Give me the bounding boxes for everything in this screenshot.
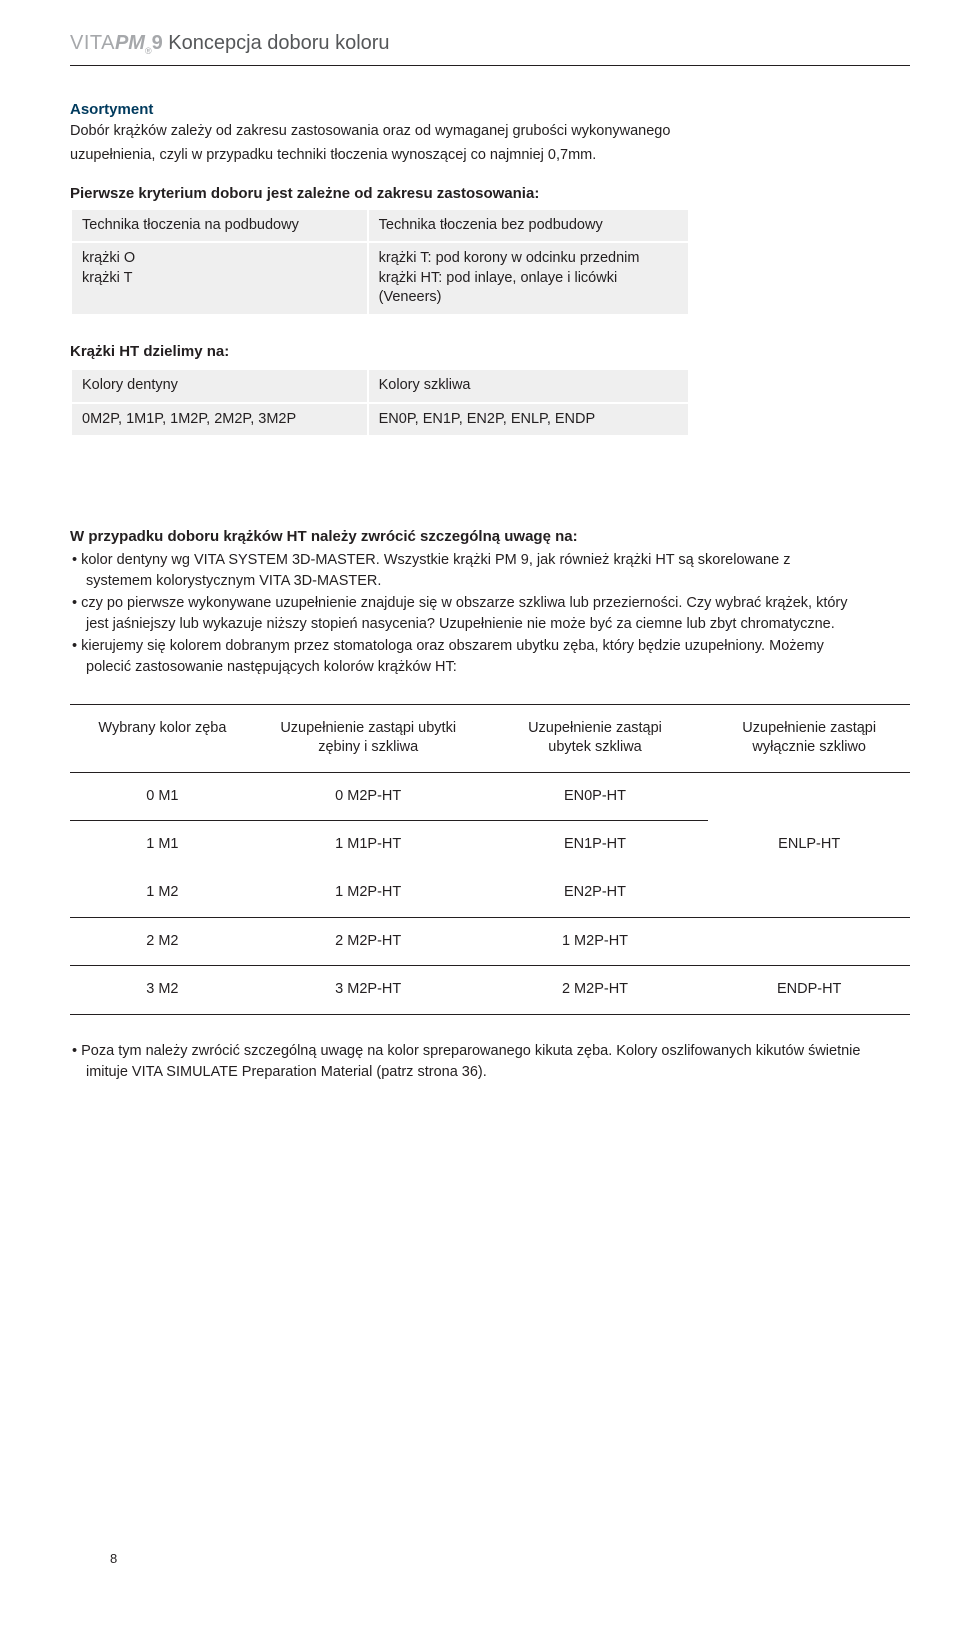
- brand-9: 9: [152, 32, 163, 54]
- table-row: 2 M2P-HT: [482, 966, 709, 1015]
- table-row: 1 M2P-HT: [255, 869, 482, 917]
- tbl2-r2c2: EN0P, EN1P, EN2P, ENLP, ENDP: [368, 403, 689, 437]
- tbl1-r1c1: Technika tłoczenia na podbudowy: [71, 209, 368, 243]
- table-row: [708, 917, 910, 966]
- page-number: 8: [110, 1550, 117, 1568]
- table-colors: Wybrany kolor zęba Uzupełnienie zastąpi …: [70, 704, 910, 1015]
- big-h4a: Uzupełnienie zastąpi: [742, 720, 876, 736]
- bullets-lead: W przypadku doboru krążków HT należy zwr…: [70, 527, 850, 547]
- intro-block: Asortyment Dobór krążków zależy od zakre…: [70, 100, 830, 165]
- table-row: EN2P-HT: [482, 869, 709, 917]
- bullet-1: kolor dentyny wg VITA SYSTEM 3D-MASTER. …: [72, 550, 850, 592]
- table-row: 1 M1: [70, 821, 255, 869]
- tbl1-r1c2: Technika tłoczenia bez podbudowy: [368, 209, 689, 243]
- table-row: 1 M2P-HT: [482, 917, 709, 966]
- tbl1-r2c1: krążki O krążki T: [71, 242, 368, 315]
- footer-bullets: Poza tym należy zwrócić szczególną uwagę…: [70, 1041, 870, 1083]
- big-h3b: ubytek szkliwa: [548, 739, 641, 755]
- table-row: 0 M1: [70, 772, 255, 821]
- intro-p2: uzupełnienia, czyli w przypadku techniki…: [70, 146, 830, 166]
- title-rule: [70, 65, 910, 66]
- big-span2: ENDP-HT: [708, 966, 910, 1015]
- tbl2-r1c2: Kolory szkliwa: [368, 369, 689, 403]
- table-row: 3 M2P-HT: [255, 966, 482, 1015]
- brand-r: ®: [145, 46, 152, 56]
- big-h2: Uzupełnienie zastąpi ubytki zębiny i szk…: [255, 704, 482, 772]
- table-row: 2 M2P-HT: [255, 917, 482, 966]
- tbl1-r2c2c: (Veneers): [379, 288, 678, 308]
- table-row: 1 M2: [70, 869, 255, 917]
- big-h3: Uzupełnienie zastąpi ubytek szkliwa: [482, 704, 709, 772]
- tbl1-r2c2: krążki T: pod korony w odcinku przednim …: [368, 242, 689, 315]
- bullet-2: czy po pierwsze wykonywane uzupełnienie …: [72, 593, 850, 635]
- table-row: 1 M1P-HT: [255, 821, 482, 869]
- big-h2a: Uzupełnienie zastąpi ubytki: [280, 720, 456, 736]
- intro-heading: Asortyment: [70, 100, 830, 120]
- bullet-3: kierujemy się kolorem dobranym przez sto…: [72, 636, 850, 678]
- footer-bullet-1: Poza tym należy zwrócić szczególną uwagę…: [72, 1041, 870, 1083]
- table-row: 3 M2: [70, 966, 255, 1015]
- page-title: VITAPM®9 Koncepcja doboru koloru: [70, 30, 910, 57]
- tbl1-r2c2a: krążki T: pod korony w odcinku przednim: [379, 249, 678, 269]
- table-row: 0 M2P-HT: [255, 772, 482, 821]
- big-h2b: zębiny i szkliwa: [318, 739, 418, 755]
- table-row: EN0P-HT: [482, 772, 709, 821]
- bullets-block: W przypadku doboru krążków HT należy zwr…: [70, 527, 850, 677]
- table-ht: Kolory dentyny Kolory szkliwa 0M2P, 1M1P…: [70, 368, 690, 437]
- table-row: EN1P-HT: [482, 821, 709, 869]
- tbl1-r2c1b: krążki T: [82, 269, 357, 289]
- tbl2-r2c1: 0M2P, 1M1P, 1M2P, 2M2P, 3M2P: [71, 403, 368, 437]
- table-row: 2 M2: [70, 917, 255, 966]
- tbl2-lead: Krążki HT dzielimy na:: [70, 342, 910, 362]
- tbl1-r2c2b: krążki HT: pod inlaye, onlaye i licówki: [379, 269, 678, 289]
- brand-vita: VITA: [70, 32, 115, 54]
- intro-p1: Dobór krążków zależy od zakresu zastosow…: [70, 122, 830, 142]
- big-span1: ENLP-HT: [708, 772, 910, 917]
- table-criterion: Technika tłoczenia na podbudowy Technika…: [70, 208, 690, 316]
- title-rest: Koncepcja doboru koloru: [163, 32, 390, 54]
- tbl2-r1c1: Kolory dentyny: [71, 369, 368, 403]
- brand-pm: PM: [115, 32, 145, 54]
- tbl1-lead: Pierwsze kryterium doboru jest zależne o…: [70, 184, 910, 204]
- big-h4: Uzupełnienie zastąpi wyłącznie szkliwo: [708, 704, 910, 772]
- big-h3a: Uzupełnienie zastąpi: [528, 720, 662, 736]
- big-h4b: wyłącznie szkliwo: [752, 739, 866, 755]
- tbl1-r2c1a: krążki O: [82, 249, 357, 269]
- big-h1: Wybrany kolor zęba: [70, 704, 255, 772]
